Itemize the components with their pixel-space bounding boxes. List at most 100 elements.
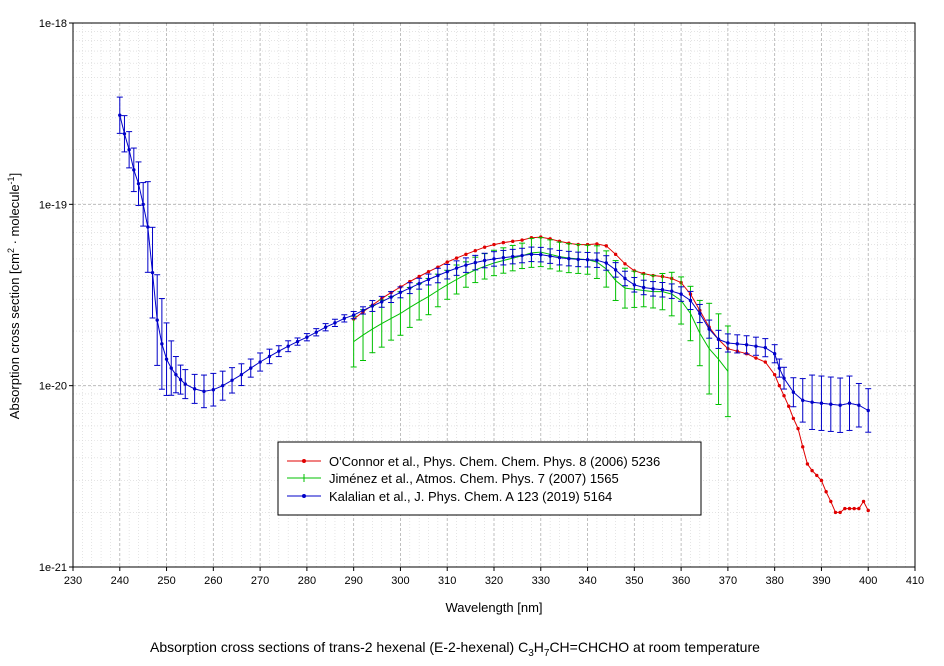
data-point: [777, 366, 782, 370]
legend-entry-oconnor: O'Connor et al., Phys. Chem. Chem. Phys.…: [287, 454, 660, 469]
data-point: [866, 408, 870, 413]
x-tick-label: 300: [391, 575, 409, 587]
data-point: [838, 510, 842, 515]
data-point: [810, 400, 814, 404]
x-tick-label: 310: [438, 575, 456, 587]
x-tick-label: 240: [111, 575, 129, 587]
data-point: [426, 270, 431, 274]
data-point: [417, 274, 421, 279]
x-tick-label: 380: [765, 575, 783, 587]
data-point: [314, 330, 318, 334]
data-point: [417, 282, 421, 286]
y-tick-label: 1e-18: [39, 18, 67, 30]
data-point: [192, 387, 197, 391]
data-point: [613, 252, 618, 257]
data-point: [333, 321, 337, 325]
data-point: [735, 342, 739, 346]
data-point: [604, 244, 608, 248]
x-tick-label: 350: [625, 575, 643, 587]
x-tick-label: 280: [298, 575, 316, 587]
data-point: [155, 318, 159, 322]
data-point: [169, 366, 173, 370]
series-2: [116, 96, 872, 433]
data-point: [529, 252, 534, 257]
data-point: [389, 295, 393, 299]
y-tick-label: 1e-20: [39, 381, 67, 393]
x-tick-label: 340: [578, 575, 596, 587]
data-point: [141, 202, 145, 207]
data-point: [501, 255, 506, 260]
data-point: [838, 403, 842, 407]
data-point: [539, 252, 543, 257]
x-axis: 230 240 250 260 270 280 290 300 310 320 330 340 350 3…: [64, 567, 924, 587]
data-point: [815, 473, 819, 478]
data-point: [754, 344, 758, 348]
data-point: [801, 445, 805, 449]
data-point: [164, 357, 169, 361]
data-point: [426, 277, 431, 282]
y-tick-label: 1e-19: [39, 199, 67, 211]
x-tick-label: 360: [672, 575, 690, 587]
data-point: [595, 242, 599, 246]
x-tick-label: 370: [719, 575, 737, 587]
data-point: [370, 304, 375, 308]
data-point: [833, 510, 838, 515]
x-tick-label: 400: [859, 575, 877, 587]
data-point: [408, 286, 412, 290]
data-point: [847, 401, 852, 405]
data-point: [843, 506, 847, 511]
data-point: [202, 389, 206, 394]
legend-entry-jimenez: Jiménez et al., Atmos. Chem. Phys. 7 (20…: [287, 471, 619, 486]
data-point: [132, 168, 136, 172]
data-point: [796, 426, 800, 431]
data-point: [548, 254, 552, 258]
data-point: [857, 506, 861, 511]
data-point: [829, 499, 833, 504]
data-point: [567, 256, 571, 261]
data-point: [623, 262, 627, 266]
data-point: [791, 390, 796, 394]
data-point: [782, 376, 786, 380]
data-point: [492, 257, 496, 261]
data-point: [150, 270, 155, 275]
data-point: [136, 181, 141, 186]
data-point: [277, 349, 281, 353]
legend-marker-kalalian: [302, 494, 306, 498]
data-point: [520, 238, 524, 242]
data-point: [174, 372, 178, 377]
data-point: [464, 252, 468, 257]
y-axis: 1e-21 1e-20 1e-19 1e-18: [39, 18, 73, 574]
data-point: [754, 356, 758, 360]
data-point: [801, 398, 805, 403]
data-point: [763, 345, 768, 350]
data-point: [220, 383, 225, 388]
data-point: [660, 288, 665, 292]
x-tick-label: 320: [485, 575, 503, 587]
data-point: [782, 394, 786, 398]
y-axis-label: Absorption cross section [cm2 · molecule…: [6, 173, 22, 419]
data-point: [473, 249, 477, 253]
x-tick-label: 410: [906, 575, 924, 587]
data-point: [810, 468, 814, 473]
data-point: [445, 260, 449, 264]
data-point: [267, 354, 272, 359]
y-tick-label: 1e-21: [39, 562, 67, 574]
data-point: [511, 254, 515, 259]
x-tick-label: 330: [532, 575, 550, 587]
data-point: [464, 263, 468, 267]
data-point: [772, 372, 777, 377]
data-point: [791, 416, 796, 421]
data-point: [482, 258, 487, 263]
data-point: [576, 257, 580, 262]
data-point: [604, 261, 608, 265]
data-point: [866, 508, 870, 513]
data-point: [305, 335, 309, 339]
data-point: [557, 255, 562, 260]
x-tick-label: 250: [157, 575, 175, 587]
data-point: [445, 270, 449, 274]
data-point: [211, 388, 216, 392]
data-point: [258, 360, 262, 364]
data-point: [160, 342, 164, 346]
data-point: [632, 283, 637, 287]
